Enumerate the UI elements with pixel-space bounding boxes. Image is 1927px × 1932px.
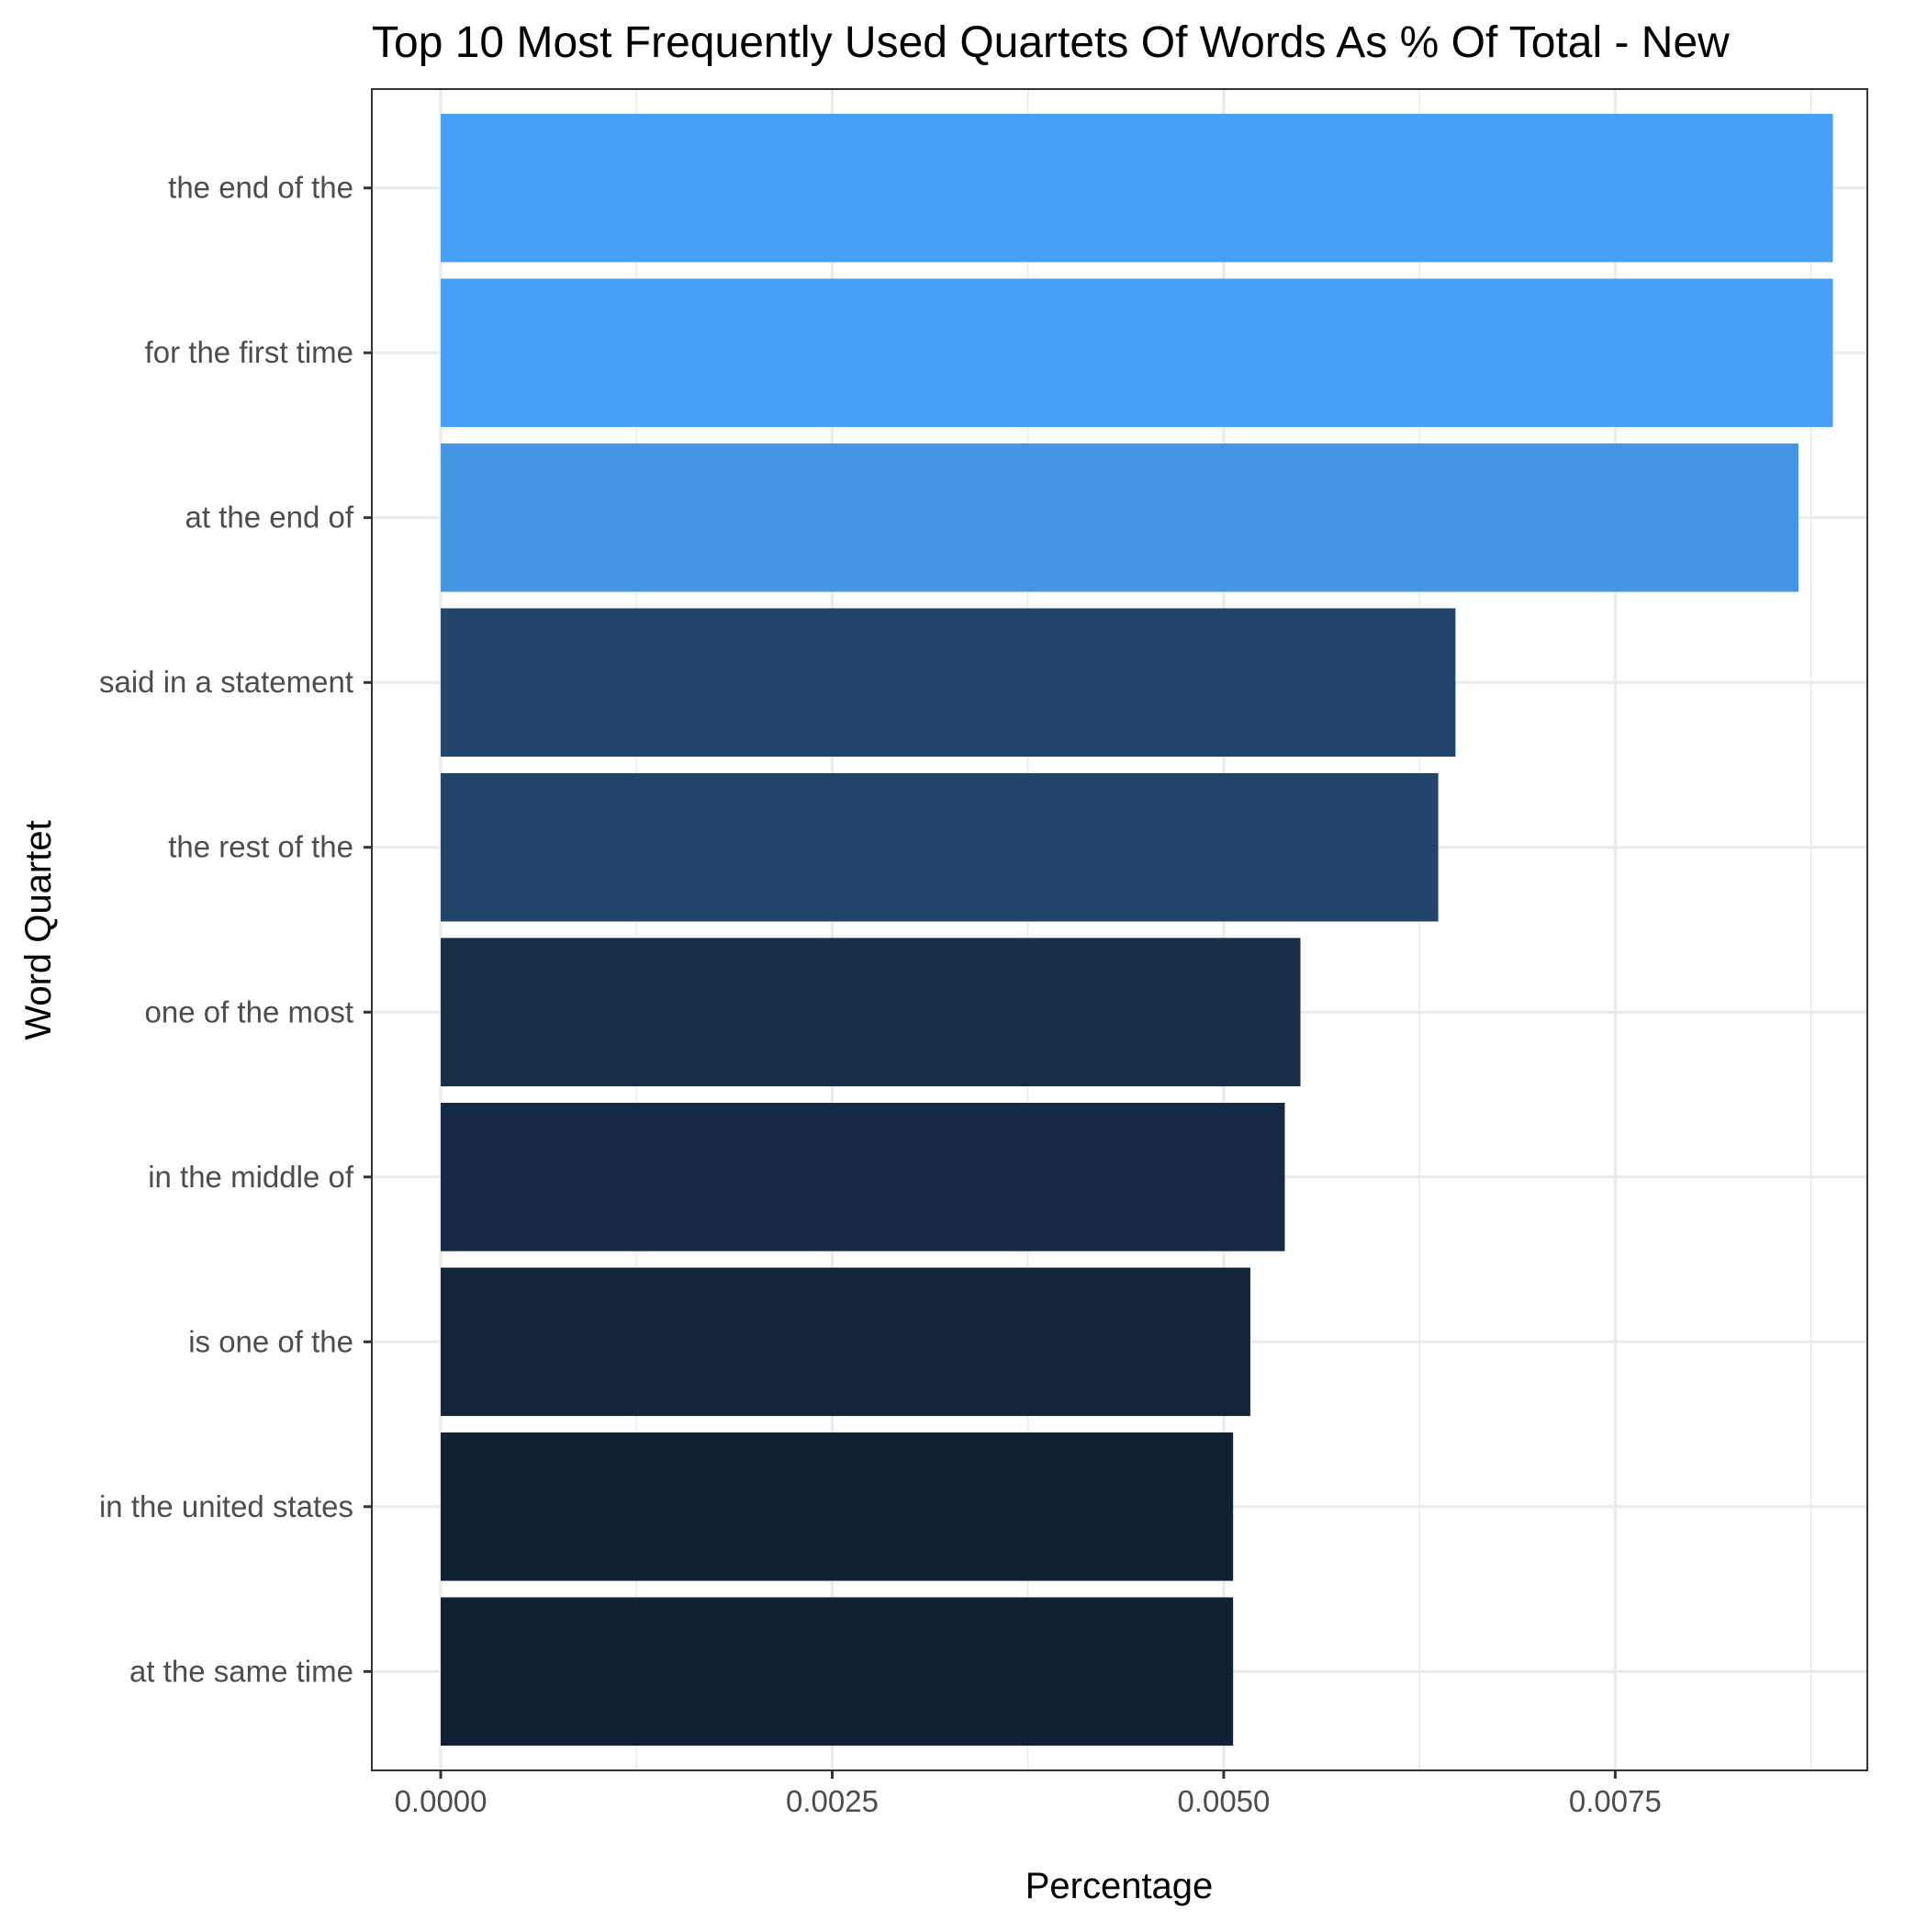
y-tick-label: at the end of [185, 500, 354, 534]
y-axis-title: Word Quartet [18, 820, 59, 1039]
bar-the-end-of-the [441, 113, 1833, 263]
bar-in-the-united-states [441, 1432, 1234, 1581]
bar-is-one-of-the [441, 1267, 1250, 1417]
x-axis-title: Percentage [1025, 1866, 1214, 1906]
bar-one-of-the-most [441, 938, 1301, 1087]
y-tick-label: in the middle of [148, 1160, 354, 1194]
bars [441, 113, 1833, 1747]
y-tick-label: in the united states [99, 1489, 353, 1523]
y-tick-label: said in a statement [99, 665, 353, 699]
bar-said-in-a-statement [441, 608, 1456, 758]
bar-at-the-same-time [441, 1597, 1234, 1747]
y-tick-label: is one of the [188, 1324, 353, 1358]
chart-title: Top 10 Most Frequently Used Quartets Of … [372, 18, 1730, 67]
y-tick-label: one of the most [145, 994, 353, 1028]
panel-border [371, 88, 1868, 1771]
y-tick-label: at the same time [129, 1654, 353, 1688]
y-tick-label: the rest of the [168, 830, 353, 864]
x-axis: 0.0000 0.0025 0.0050 0.0075 [395, 1770, 1662, 1818]
bar-the-rest-of-the [441, 772, 1439, 922]
bar-for-the-first-time [441, 278, 1833, 427]
bar-at-the-end-of [441, 443, 1798, 592]
x-tick-label: 0.0075 [1569, 1784, 1662, 1818]
x-tick-label: 0.0050 [1177, 1784, 1270, 1818]
bar-in-the-middle-of [441, 1102, 1285, 1252]
x-tick-label: 0.0025 [786, 1784, 879, 1818]
y-tick-label: for the first time [145, 335, 353, 369]
y-axis: the end of the for the first time at the e… [99, 171, 372, 1688]
x-tick-label: 0.0000 [395, 1784, 487, 1818]
y-tick-label: the end of the [168, 171, 353, 205]
